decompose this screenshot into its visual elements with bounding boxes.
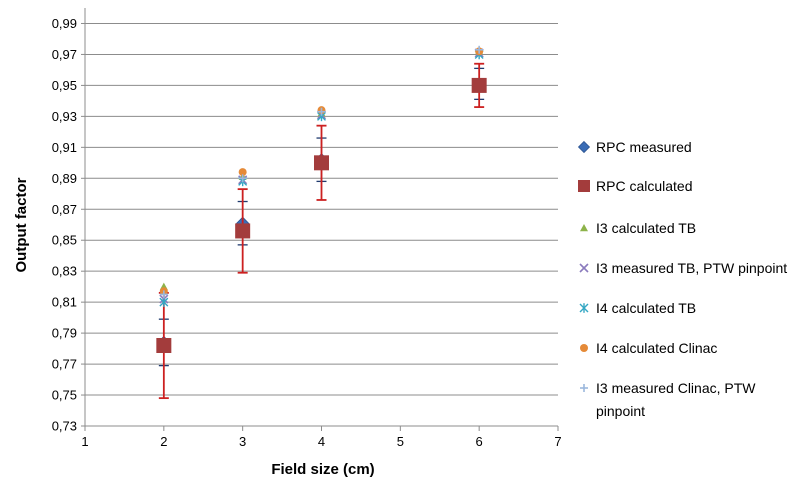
legend-entry: RPC calculated — [578, 178, 693, 194]
x-tick-label: 3 — [239, 434, 246, 449]
legend-entry: I3 calculated TB — [580, 220, 696, 236]
legend-label: I3 calculated TB — [596, 220, 696, 236]
x-tick-label: 5 — [397, 434, 404, 449]
x-tick-label: 1 — [81, 434, 88, 449]
legend-entry: I4 calculated TB — [579, 300, 696, 316]
x-tick-label: 6 — [476, 434, 483, 449]
y-tick-label: 0,89 — [52, 171, 77, 186]
data-point — [471, 77, 487, 93]
x-tick-label: 7 — [554, 434, 561, 449]
legend-label: I3 measured TB, PTW pinpoint — [596, 260, 787, 276]
gridlines — [85, 22, 558, 427]
y-tick-label: 0,75 — [52, 388, 77, 403]
marker-stroke — [579, 263, 589, 273]
data-point — [159, 290, 168, 299]
legend-label: I4 calculated Clinac — [596, 340, 717, 356]
x-axis-title: Field size (cm) — [271, 461, 374, 478]
series-rpc-calculated — [156, 62, 487, 400]
y-tick-label: 0,91 — [52, 140, 77, 155]
data-point — [238, 174, 247, 183]
legend-label: RPC calculated — [596, 178, 693, 194]
legend-entry: RPC measured — [577, 139, 692, 155]
y-tick-label: 0,95 — [52, 78, 77, 93]
x-tick-label: 4 — [318, 434, 325, 449]
y-tick-label: 0,81 — [52, 295, 77, 310]
data-point — [314, 155, 329, 171]
data-point — [156, 337, 172, 353]
y-tick-labels: 0,73 0,75 0,77 0,79 0,81 0,83 0,85 0,87 0,89 0,91… — [52, 16, 77, 434]
y-tick-label: 0,87 — [52, 202, 77, 217]
legend: RPC measured RPC calculated I3 calculated … — [577, 139, 787, 419]
legend-label: RPC measured — [596, 139, 692, 155]
legend-marker — [577, 140, 591, 154]
y-tick-label: 0,83 — [52, 264, 77, 279]
legend-entry: I4 calculated Clinac — [580, 340, 717, 356]
axes — [81, 8, 559, 431]
legend-entry: I3 measured Clinac, PTW pinpoint — [580, 380, 756, 419]
legend-label: I3 measured Clinac, PTW — [596, 380, 756, 396]
legend-marker — [580, 384, 588, 392]
legend-label: I4 calculated TB — [596, 300, 696, 316]
y-tick-label: 0,77 — [52, 357, 77, 372]
data-point — [317, 107, 326, 116]
legend-marker — [579, 263, 589, 273]
legend-label: pinpoint — [596, 403, 645, 419]
y-tick-label: 0,85 — [52, 233, 77, 248]
x-tick-labels: 1 2 3 4 5 6 7 — [81, 434, 561, 449]
y-tick-label: 0,97 — [52, 47, 77, 62]
data-marks — [156, 45, 487, 400]
x-tick-label: 2 — [160, 434, 167, 449]
data-point — [475, 45, 484, 54]
data-point — [159, 297, 169, 307]
y-tick-label: 0,73 — [52, 419, 77, 434]
legend-marker — [578, 180, 590, 192]
data-point — [235, 223, 251, 239]
legend-entry: I3 measured TB, PTW pinpoint — [579, 260, 787, 276]
y-tick-label: 0,99 — [52, 16, 77, 31]
legend-marker — [580, 224, 588, 232]
series-i3-measured-clinac-ptw-pinpoint — [159, 45, 484, 299]
legend-marker — [579, 303, 589, 313]
data-point — [238, 168, 247, 177]
y-tick-label: 0,79 — [52, 326, 77, 341]
legend-marker — [580, 344, 588, 352]
y-tick-label: 0,93 — [52, 109, 77, 124]
y-axis-title: Output factor — [13, 177, 30, 272]
